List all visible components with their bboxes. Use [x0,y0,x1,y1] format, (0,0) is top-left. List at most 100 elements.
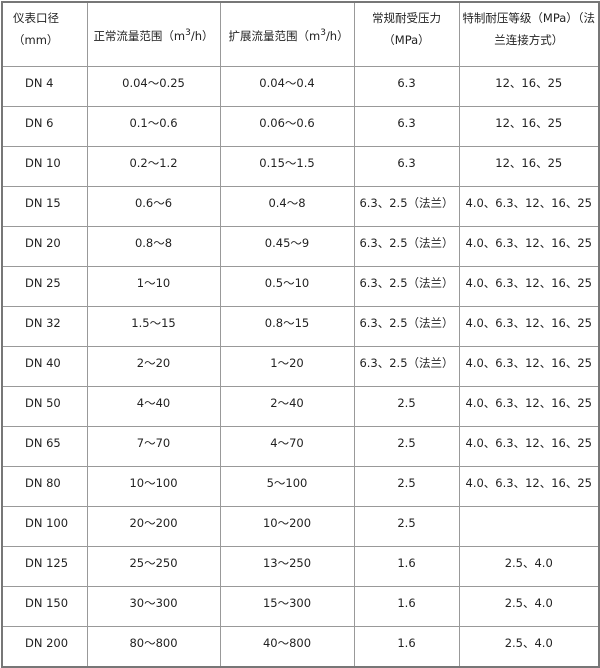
cell-pressure: 2.5 [353,466,460,507]
cell-diameter: DN 50 [1,386,88,427]
cell-normal-flow: 4～40 [86,386,221,427]
header-text: 扩展流量范围（m [228,28,321,43]
header-row: 仪表口径（mm） 正常流量范围（m3/h） 扩展流量范围（m3/h） 常规耐受压… [1,1,600,67]
cell-extended-flow: 0.04～0.4 [219,66,355,107]
cell-normal-flow: 0.2～1.2 [86,146,221,187]
cell-normal-flow: 2～20 [86,346,221,387]
table-row: DN 80 10～100 5～100 2.5 4.0、6.3、12、16、25 [1,466,600,507]
header-text: 正常流量范围（m [93,28,186,43]
cell-diameter: DN 10 [1,146,88,187]
cell-extended-flow: 13～250 [219,546,355,587]
cell-special-pressure: 4.0、6.3、12、16、25 [458,306,600,347]
cell-special-pressure: 4.0、6.3、12、16、25 [458,466,600,507]
header-text: /h） [325,28,349,43]
table-row: DN 100 20～200 10～200 2.5 [1,506,600,547]
cell-extended-flow: 10～200 [219,506,355,547]
cell-diameter: DN 125 [1,546,88,587]
cell-diameter: DN 200 [1,626,88,668]
cell-diameter: DN 25 [1,266,88,307]
cell-normal-flow: 10～100 [86,466,221,507]
cell-extended-flow: 1～20 [219,346,355,387]
cell-diameter: DN 4 [1,66,88,107]
cell-diameter: DN 32 [1,306,88,347]
cell-pressure: 6.3、2.5（法兰） [353,346,460,387]
cell-normal-flow: 1～10 [86,266,221,307]
cell-normal-flow: 80～800 [86,626,221,668]
cell-extended-flow: 0.5～10 [219,266,355,307]
cell-extended-flow: 0.15～1.5 [219,146,355,187]
table-row: DN 6 0.1～0.6 0.06～0.6 6.3 12、16、25 [1,106,600,147]
table-row: DN 50 4～40 2～40 2.5 4.0、6.3、12、16、25 [1,386,600,427]
table-row: DN 15 0.6～6 0.4～8 6.3、2.5（法兰） 4.0、6.3、12、16、… [1,186,600,227]
cell-special-pressure: 4.0、6.3、12、16、25 [458,266,600,307]
cell-extended-flow: 5～100 [219,466,355,507]
cell-diameter: DN 80 [1,466,88,507]
table-row: DN 10 0.2～1.2 0.15～1.5 6.3 12、16、25 [1,146,600,187]
cell-normal-flow: 7～70 [86,426,221,467]
cell-extended-flow: 40～800 [219,626,355,668]
cell-pressure: 6.3 [353,66,460,107]
cell-normal-flow: 20～200 [86,506,221,547]
cell-pressure: 2.5 [353,506,460,547]
cell-diameter: DN 15 [1,186,88,227]
table-row: DN 4 0.04～0.25 0.04～0.4 6.3 12、16、25 [1,66,600,107]
cell-special-pressure: 4.0、6.3、12、16、25 [458,186,600,227]
cell-pressure: 6.3 [353,106,460,147]
cell-normal-flow: 0.8～8 [86,226,221,267]
cell-normal-flow: 1.5～15 [86,306,221,347]
cell-special-pressure: 2.5、4.0 [458,546,600,587]
cell-diameter: DN 40 [1,346,88,387]
cell-diameter: DN 150 [1,586,88,627]
header-extended-flow: 扩展流量范围（m3/h） [219,1,355,67]
cell-extended-flow: 15～300 [219,586,355,627]
cell-extended-flow: 0.4～8 [219,186,355,227]
cell-diameter: DN 100 [1,506,88,547]
table-row: DN 25 1～10 0.5～10 6.3、2.5（法兰） 4.0、6.3、12、16、… [1,266,600,307]
cell-extended-flow: 4～70 [219,426,355,467]
cell-special-pressure: 4.0、6.3、12、16、25 [458,226,600,267]
cell-pressure: 6.3、2.5（法兰） [353,226,460,267]
table-row: DN 200 80～800 40～800 1.6 2.5、4.0 [1,626,600,668]
cell-pressure: 6.3 [353,146,460,187]
cell-special-pressure: 2.5、4.0 [458,626,600,668]
table-row: DN 20 0.8～8 0.45～9 6.3、2.5（法兰） 4.0、6.3、12、16… [1,226,600,267]
cell-special-pressure: 12、16、25 [458,66,600,107]
header-normal-flow: 正常流量范围（m3/h） [86,1,221,67]
cell-special-pressure: 2.5、4.0 [458,586,600,627]
header-pressure: 常规耐受压力（MPa） [353,1,460,67]
cell-normal-flow: 0.04～0.25 [86,66,221,107]
table-row: DN 40 2～20 1～20 6.3、2.5（法兰） 4.0、6.3、12、16、25 [1,346,600,387]
cell-extended-flow: 0.8～15 [219,306,355,347]
table-row: DN 32 1.5～15 0.8～15 6.3、2.5（法兰） 4.0、6.3、12、1… [1,306,600,347]
cell-pressure: 6.3、2.5（法兰） [353,306,460,347]
cell-pressure: 2.5 [353,386,460,427]
header-text: /h） [190,28,214,43]
cell-special-pressure: 4.0、6.3、12、16、25 [458,386,600,427]
cell-special-pressure: 4.0、6.3、12、16、25 [458,346,600,387]
cell-pressure: 1.6 [353,546,460,587]
superscript: 3 [185,28,191,39]
header-special-pressure: 特制耐压等级（MPa）（法兰连接方式） [458,1,600,67]
cell-special-pressure [458,506,600,547]
table-row: DN 125 25～250 13～250 1.6 2.5、4.0 [1,546,600,587]
cell-pressure: 1.6 [353,626,460,668]
cell-extended-flow: 0.06～0.6 [219,106,355,147]
cell-normal-flow: 0.6～6 [86,186,221,227]
cell-diameter: DN 65 [1,426,88,467]
header-diameter: 仪表口径（mm） [1,1,88,67]
cell-pressure: 6.3、2.5（法兰） [353,266,460,307]
cell-pressure: 6.3、2.5（法兰） [353,186,460,227]
cell-extended-flow: 2～40 [219,386,355,427]
cell-pressure: 2.5 [353,426,460,467]
cell-pressure: 1.6 [353,586,460,627]
cell-diameter: DN 6 [1,106,88,147]
superscript: 3 [320,28,326,39]
cell-normal-flow: 0.1～0.6 [86,106,221,147]
table-row: DN 150 30～300 15～300 1.6 2.5、4.0 [1,586,600,627]
cell-special-pressure: 4.0、6.3、12、16、25 [458,426,600,467]
cell-normal-flow: 25～250 [86,546,221,587]
table-row: DN 65 7～70 4～70 2.5 4.0、6.3、12、16、25 [1,426,600,467]
cell-diameter: DN 20 [1,226,88,267]
cell-special-pressure: 12、16、25 [458,146,600,187]
